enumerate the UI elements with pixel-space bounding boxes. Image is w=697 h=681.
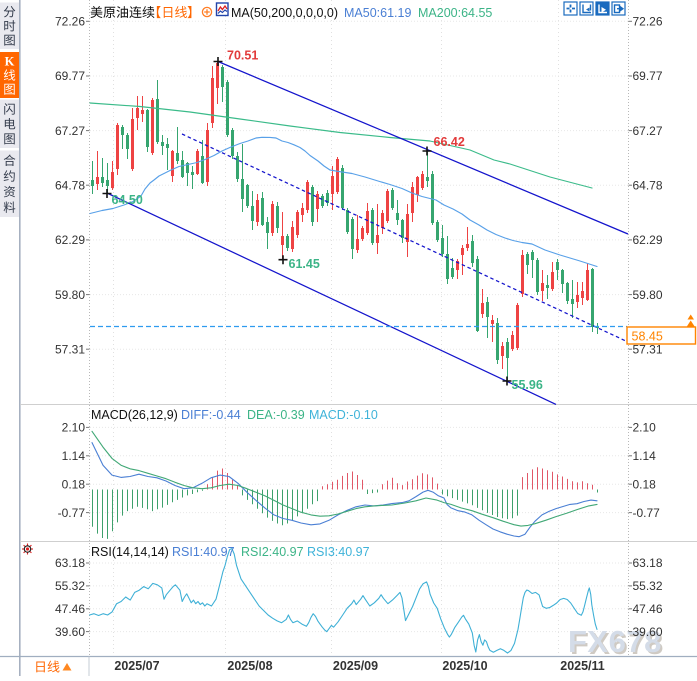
svg-text:RSI2:40.97: RSI2:40.97	[241, 545, 304, 559]
svg-text:72.26: 72.26	[633, 15, 663, 29]
svg-text:39.60: 39.60	[633, 625, 663, 639]
svg-text:57.31: 57.31	[633, 342, 663, 356]
svg-text:39.60: 39.60	[55, 625, 85, 639]
svg-text:MA200:64.55: MA200:64.55	[418, 6, 492, 20]
svg-text:59.80: 59.80	[55, 288, 85, 302]
svg-text:55.32: 55.32	[55, 579, 85, 593]
svg-text:70.51: 70.51	[227, 49, 258, 63]
svg-text:RSI1:40.97: RSI1:40.97	[172, 545, 235, 559]
svg-text:2025/11: 2025/11	[560, 659, 605, 673]
svg-text:67.27: 67.27	[633, 124, 663, 138]
svg-text:59.80: 59.80	[633, 288, 663, 302]
svg-text:64.78: 64.78	[55, 178, 85, 192]
svg-text:2025/07: 2025/07	[114, 659, 159, 673]
svg-text:63.18: 63.18	[633, 556, 663, 570]
svg-text:-0.77: -0.77	[58, 506, 86, 520]
svg-text:RSI(14,14,14): RSI(14,14,14)	[91, 545, 169, 559]
svg-text:2.10: 2.10	[62, 421, 86, 435]
svg-text:69.77: 69.77	[55, 69, 85, 83]
svg-text:1.14: 1.14	[633, 449, 657, 463]
svg-text:FX678: FX678	[568, 624, 662, 659]
svg-text:DIFF:-0.44: DIFF:-0.44	[181, 408, 241, 422]
svg-text:1.14: 1.14	[62, 449, 86, 463]
svg-text:0.18: 0.18	[62, 477, 86, 491]
svg-text:63.18: 63.18	[55, 556, 85, 570]
svg-text:DEA:-0.39: DEA:-0.39	[247, 408, 305, 422]
svg-text:2025/08: 2025/08	[227, 659, 272, 673]
svg-text:72.26: 72.26	[55, 15, 85, 29]
svg-text:0.18: 0.18	[633, 477, 657, 491]
svg-text:MACD:-0.10: MACD:-0.10	[309, 408, 378, 422]
svg-text:62.29: 62.29	[633, 233, 663, 247]
svg-text:55.96: 55.96	[512, 378, 543, 392]
svg-text:62.29: 62.29	[55, 233, 85, 247]
svg-text:K: K	[5, 54, 15, 68]
svg-text:47.46: 47.46	[633, 602, 663, 616]
svg-text:57.31: 57.31	[55, 342, 85, 356]
svg-text:66.42: 66.42	[434, 135, 465, 149]
svg-text:47.46: 47.46	[55, 602, 85, 616]
svg-text:MACD(26,12,9): MACD(26,12,9)	[91, 408, 178, 422]
svg-text:61.45: 61.45	[289, 257, 320, 271]
svg-text:-0.77: -0.77	[633, 506, 661, 520]
svg-text:2.10: 2.10	[633, 421, 657, 435]
svg-text:64.50: 64.50	[112, 193, 143, 207]
svg-text:2025/10: 2025/10	[442, 659, 487, 673]
svg-text:69.77: 69.77	[633, 69, 663, 83]
svg-text:RSI3:40.97: RSI3:40.97	[307, 545, 370, 559]
svg-text:MA(50,200,0,0,0,0): MA(50,200,0,0,0,0)	[231, 6, 338, 20]
svg-text:67.27: 67.27	[55, 124, 85, 138]
svg-text:58.45: 58.45	[632, 330, 663, 344]
svg-text:FX678: FX678	[570, 626, 664, 661]
svg-text:64.78: 64.78	[633, 178, 663, 192]
svg-text:55.32: 55.32	[633, 579, 663, 593]
svg-text:MA50:61.19: MA50:61.19	[344, 6, 411, 20]
svg-text:2025/09: 2025/09	[333, 659, 378, 673]
